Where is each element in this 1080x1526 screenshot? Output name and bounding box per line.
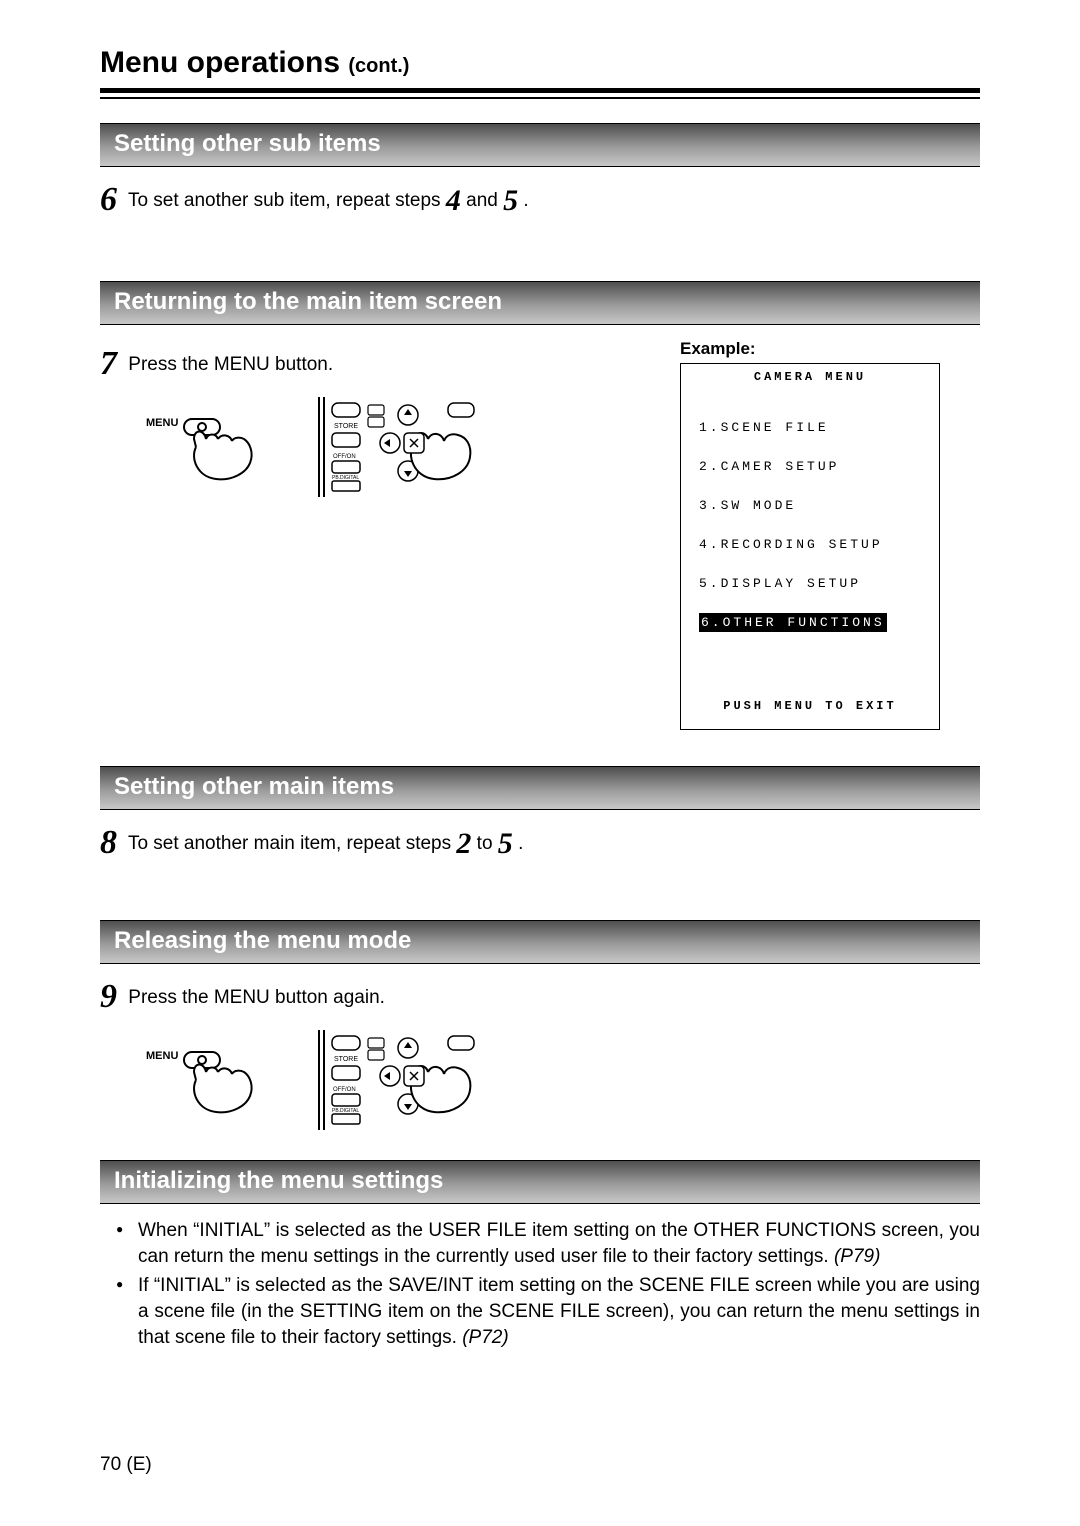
menu-button-diagram-2: MENU: [150, 1030, 290, 1130]
step-8-text-mid: to: [477, 833, 498, 854]
step-number-6: 6: [100, 181, 123, 218]
lcd-item-1: 1.SCENE FILE: [699, 418, 925, 438]
step-7-row: 7 Press the MENU button. MENU: [100, 339, 980, 730]
offon-label: OFF/ON: [333, 454, 356, 460]
panel-hand-icon-2: STORE OFF/ON PB.DIGITAL: [318, 1030, 488, 1130]
page-number: 70 (E): [100, 1454, 152, 1476]
pbdigital-label: PB.DIGITAL: [332, 475, 359, 481]
section-bar-other-main: Setting other main items: [100, 766, 980, 810]
step-9-text: Press the MENU button again.: [128, 987, 385, 1008]
section-bar-return-main: Returning to the main item screen: [100, 281, 980, 325]
lcd-footer: PUSH MENU TO EXIT: [681, 675, 939, 729]
title-main: Menu operations: [100, 46, 340, 79]
step-6-ref4: 4: [446, 184, 461, 217]
step-7-left: 7 Press the MENU button. MENU: [100, 339, 640, 497]
step-number-8: 8: [100, 824, 123, 861]
section-bar-sub-items: Setting other sub items: [100, 123, 980, 167]
step-8-text-a: To set another main item, repeat steps: [128, 833, 456, 854]
lcd-title: CAMERA MENU: [681, 364, 939, 388]
bullet-2-text: If “INITIAL” is selected as the SAVE/INT…: [138, 1275, 980, 1347]
lcd-item-3: 3.SW MODE: [699, 496, 925, 516]
bullet-2-ref: (P72): [462, 1327, 508, 1348]
menu-hand-icon-2: [150, 1030, 290, 1130]
step-7-text: Press the MENU button.: [128, 354, 333, 375]
title-suffix: (cont.): [348, 55, 409, 77]
lcd-item-5: 5.DISPLAY SETUP: [699, 574, 925, 594]
menu-hand-icon: [150, 397, 290, 497]
panel-hand-icon: STORE OFF/ON PB.DIGITAL: [318, 397, 488, 497]
initialize-bullet-2: If “INITIAL” is selected as the SAVE/INT…: [116, 1273, 980, 1350]
initialize-bullet-1: When “INITIAL” is selected as the USER F…: [116, 1218, 980, 1269]
menu-button-diagram: MENU: [150, 397, 290, 497]
step-8-ref5: 5: [498, 827, 513, 860]
bullet-1-ref: (P79): [834, 1246, 880, 1267]
menu-label-2: MENU: [146, 1050, 178, 1062]
step-8-text-end: .: [518, 833, 523, 854]
title-rule: [100, 88, 980, 99]
manual-page: Menu operations (cont.) Setting other su…: [0, 0, 1080, 1526]
step-8-ref2: 2: [456, 827, 471, 860]
step-9-line: 9 Press the MENU button again.: [100, 978, 980, 1016]
example-label: Example:: [680, 339, 980, 359]
section-bar-initialize: Initializing the menu settings: [100, 1160, 980, 1204]
lcd-item-4: 4.RECORDING SETUP: [699, 535, 925, 555]
step-6-text-mid: and: [466, 190, 503, 211]
svg-text:STORE: STORE: [334, 1056, 358, 1063]
page-title: Menu operations (cont.): [100, 46, 980, 80]
camera-lcd-screen: CAMERA MENU 1.SCENE FILE 2.CAMER SETUP 3…: [680, 363, 940, 730]
lcd-item-2: 2.CAMER SETUP: [699, 457, 925, 477]
step-7-right: Example: CAMERA MENU 1.SCENE FILE 2.CAME…: [680, 339, 980, 730]
step-7-line: 7 Press the MENU button.: [100, 345, 640, 383]
step-6-ref5: 5: [503, 184, 518, 217]
control-panel-diagram: STORE OFF/ON PB.DIGITAL: [318, 397, 488, 497]
step-6-line: 6 To set another sub item, repeat steps …: [100, 181, 980, 219]
control-panel-diagram-2: STORE OFF/ON PB.DIGITAL: [318, 1030, 488, 1130]
lcd-body: 1.SCENE FILE 2.CAMER SETUP 3.SW MODE 4.R…: [681, 388, 939, 675]
initialize-list: When “INITIAL” is selected as the USER F…: [100, 1218, 980, 1350]
step-9-illustrations: MENU STORE OFF/ON PB.DIGITAL: [150, 1030, 980, 1130]
step-number-7: 7: [100, 345, 123, 382]
lcd-item-selected: 6.OTHER FUNCTIONS: [699, 613, 887, 633]
menu-label: MENU: [146, 417, 178, 429]
section-bar-release: Releasing the menu mode: [100, 920, 980, 964]
step-7-illustrations: MENU STORE: [150, 397, 640, 497]
svg-text:PB.DIGITAL: PB.DIGITAL: [332, 1108, 359, 1114]
step-number-9: 9: [100, 978, 123, 1015]
step-6-text-a: To set another sub item, repeat steps: [128, 190, 446, 211]
svg-text:OFF/ON: OFF/ON: [333, 1087, 356, 1093]
step-8-line: 8 To set another main item, repeat steps…: [100, 824, 980, 862]
step-6-text-end: .: [523, 190, 528, 211]
store-label: STORE: [334, 423, 358, 430]
